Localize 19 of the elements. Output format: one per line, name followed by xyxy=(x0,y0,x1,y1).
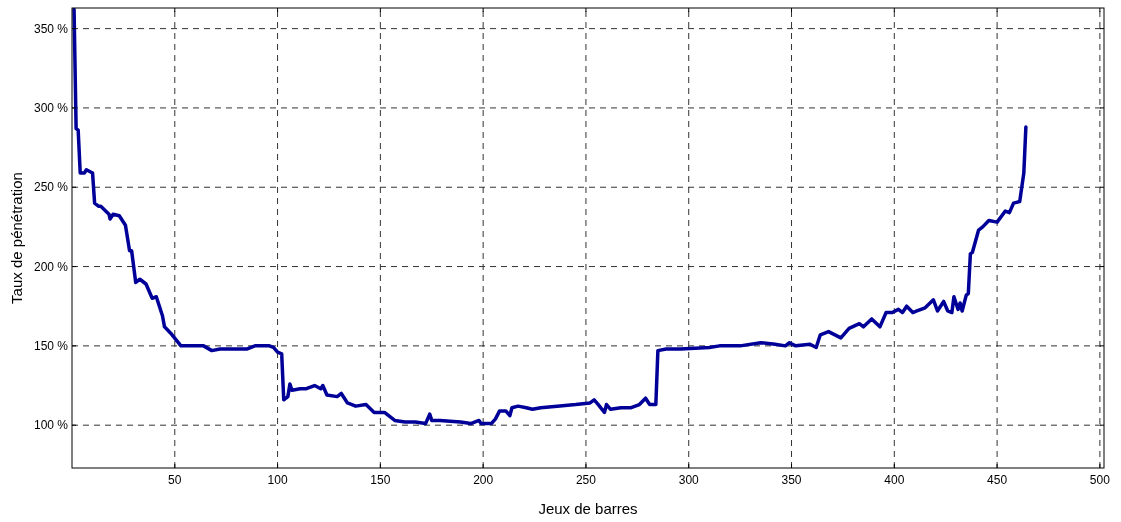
x-tick-label: 150 xyxy=(370,473,391,487)
y-tick-label: 300 % xyxy=(33,101,69,116)
y-tick-label: 150 % xyxy=(33,339,69,354)
y-axis-title: Taux de pénétration xyxy=(8,172,25,304)
line-series xyxy=(72,8,1028,426)
x-tick-label: 100 xyxy=(267,473,288,487)
x-tick-label: 300 xyxy=(678,473,700,487)
x-tick-label: 400 xyxy=(884,473,905,487)
y-tick-label: 100 % xyxy=(33,418,69,433)
y-tick-label: 350 % xyxy=(33,21,69,36)
x-tick-label: 200 xyxy=(473,473,494,487)
x-tick-label: 250 xyxy=(575,473,597,487)
x-tick-label: 50 xyxy=(168,473,182,487)
y-tick-label: 250 % xyxy=(33,180,69,195)
x-tick-label: 500 xyxy=(1089,473,1111,487)
x-axis-title: Jeux de barres xyxy=(538,500,638,517)
y-tick-label: 200 % xyxy=(33,259,69,274)
x-tick-label: 350 xyxy=(781,473,802,487)
x-tick-label: 450 xyxy=(987,473,1008,487)
